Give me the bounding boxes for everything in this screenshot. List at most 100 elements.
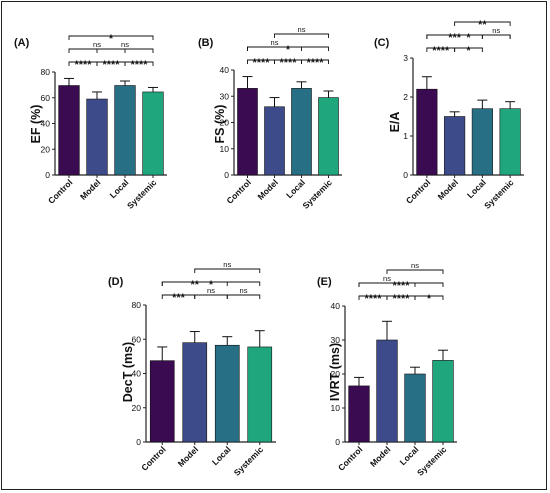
y-tick-label: 30 xyxy=(220,91,230,101)
y-tick-label: 1 xyxy=(403,131,408,141)
significance-label: **** xyxy=(364,293,382,305)
significance-label: ns xyxy=(223,260,231,269)
significance-bracket: ** xyxy=(161,279,228,291)
significance-label: * xyxy=(466,45,471,57)
significance-label: **** xyxy=(252,57,270,69)
chart-panel-d: (D) DecT (ms) 0 20 40 60 80 Control Model Local Sy… xyxy=(108,260,276,478)
significance-label: **** xyxy=(392,280,410,292)
significance-bracket: * xyxy=(454,45,483,57)
significance-bracket: **** xyxy=(274,57,302,69)
y-tick-label: 20 xyxy=(41,144,51,154)
significance-bracket: ns xyxy=(358,274,416,287)
significance-bracket: *** xyxy=(426,32,483,44)
y-tick-label: 3 xyxy=(403,53,408,63)
y-tick-label: 40 xyxy=(331,301,341,311)
bar-model xyxy=(376,339,398,443)
significance-label: **** xyxy=(432,45,450,57)
panel-label: (B) xyxy=(198,37,214,49)
panel-label: (A) xyxy=(14,37,30,49)
significance-bracket: **** xyxy=(68,59,98,71)
y-axis-title: E/A xyxy=(388,112,402,133)
y-tick-label: 40 xyxy=(220,65,230,75)
y-tick-label: 40 xyxy=(41,119,51,129)
significance-label: * xyxy=(427,293,432,305)
significance-bracket: ns xyxy=(194,286,228,299)
y-tick-label: 20 xyxy=(220,118,230,128)
y-tick-label: 60 xyxy=(132,334,142,344)
significance-label: **** xyxy=(102,59,120,71)
chart-panel-b: (B) FS (%) 0 10 20 30 40 Control Model LocalSyste… xyxy=(198,25,342,211)
significance-label: ** xyxy=(478,19,487,31)
panel-label: (D) xyxy=(108,276,124,288)
x-tick-label-model: Model xyxy=(436,177,460,201)
bracket-line xyxy=(68,48,126,53)
bracket-line xyxy=(454,21,511,26)
y-tick-label: 40 xyxy=(132,369,142,379)
bracket-line xyxy=(358,282,416,287)
bar-control xyxy=(58,85,80,176)
x-tick-label-systemic: Systemic xyxy=(300,177,334,211)
bracket-line xyxy=(481,34,511,39)
bar-local xyxy=(471,108,493,176)
bar-control xyxy=(348,385,370,443)
bar-model xyxy=(182,342,208,443)
significance-label: **** xyxy=(74,59,92,71)
significance-bracket: ns xyxy=(481,26,511,39)
y-axis-title: DecT (ms) xyxy=(121,342,135,402)
x-tick-label-systemic: Systemic xyxy=(125,177,159,211)
x-tick-label-model: Model xyxy=(78,177,102,201)
significance-label: **** xyxy=(279,57,297,69)
significance-bracket: ** xyxy=(454,19,511,31)
significance-bracket: * xyxy=(247,44,329,56)
significance-label: **** xyxy=(130,59,148,71)
panel-label: (C) xyxy=(374,37,390,49)
significance-bracket: ns xyxy=(68,40,126,53)
significance-label: ns xyxy=(207,286,215,295)
significance-bracket: **** xyxy=(247,57,275,69)
significance-label: ns xyxy=(93,40,101,49)
significance-bracket: ns xyxy=(386,261,444,274)
x-tick-label-control: Control xyxy=(46,177,74,205)
bar-systemic xyxy=(499,108,521,176)
significance-label: * xyxy=(286,44,291,56)
x-tick-label-local: Local xyxy=(108,177,131,200)
bar-model xyxy=(264,106,285,176)
significance-bracket: ns xyxy=(226,286,261,299)
bar-systemic xyxy=(247,346,273,443)
x-tick-label-local: Local xyxy=(284,177,307,200)
significance-label: ns xyxy=(383,274,391,283)
significance-label: ** xyxy=(190,279,199,291)
x-tick-label-model: Model xyxy=(368,444,392,468)
x-tick-label-systemic: Systemic xyxy=(415,444,449,478)
x-tick-label-systemic: Systemic xyxy=(482,177,516,211)
bar-control xyxy=(149,360,175,443)
significance-label: ns xyxy=(121,40,129,49)
x-tick-label-control: Control xyxy=(336,444,364,472)
y-tick-label: 0 xyxy=(335,437,340,447)
x-tick-label-control: Control xyxy=(224,177,252,205)
y-tick-label: 10 xyxy=(331,403,341,413)
chart-panel-e: (E) IVRT (ms) 0 10 20 30 40 Control Model LocalSy… xyxy=(317,261,457,478)
x-tick-label-control: Control xyxy=(139,444,167,472)
significance-label: * xyxy=(466,32,471,44)
y-tick-label: 80 xyxy=(132,300,142,310)
bracket-line xyxy=(161,281,228,286)
significance-label: **** xyxy=(392,293,410,305)
bar-systemic xyxy=(318,97,339,176)
bracket-line xyxy=(274,33,329,38)
y-tick-label: 2 xyxy=(403,92,408,102)
significance-label: * xyxy=(109,33,114,45)
bar-local xyxy=(291,88,312,176)
significance-label: ns xyxy=(240,286,248,295)
significance-bracket: **** xyxy=(124,59,154,71)
bar-local xyxy=(404,373,426,443)
bracket-line xyxy=(454,47,483,52)
significance-label: ns xyxy=(492,26,500,35)
y-axis-title: EF (%) xyxy=(29,105,43,144)
bracket-line xyxy=(124,61,154,66)
bracket-line xyxy=(68,35,154,40)
y-tick-label: 10 xyxy=(220,144,230,154)
significance-bracket: ns xyxy=(274,25,329,38)
